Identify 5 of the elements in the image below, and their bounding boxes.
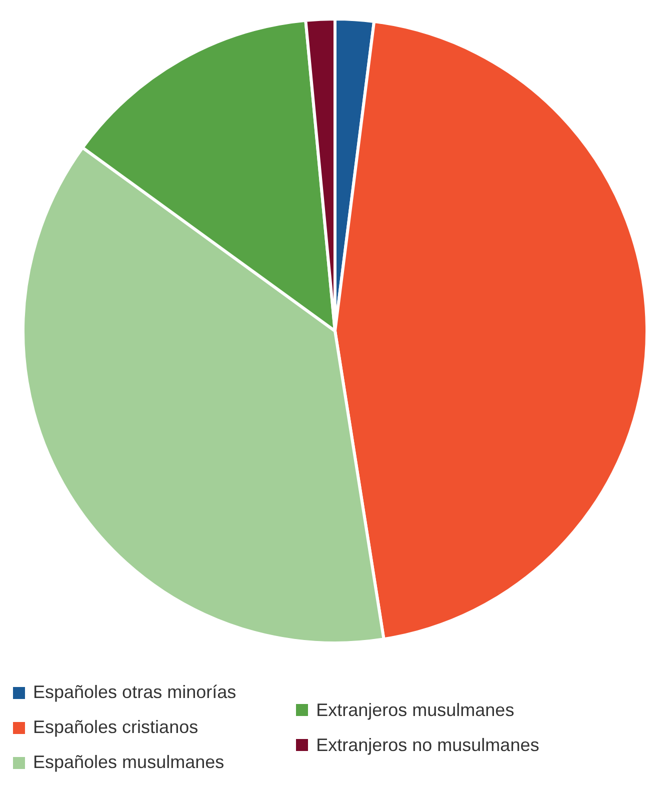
legend-label: Españoles otras minorías xyxy=(33,682,236,703)
legend-label: Españoles cristianos xyxy=(33,717,198,738)
legend-label: Extranjeros no musulmanes xyxy=(316,734,540,756)
legend-label: Españoles musulmanes xyxy=(33,752,224,773)
legend-label: Extranjeros musulmanes xyxy=(316,700,514,720)
